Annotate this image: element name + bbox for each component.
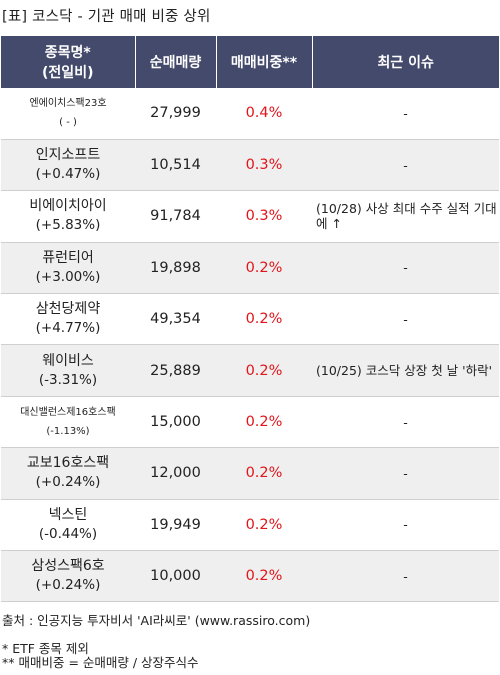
footnote-ratio: ** 매매비중 = 순매매량 / 상장주식수 [2,655,199,670]
stock-cell: 교보16호스팩 (+0.24%) [1,447,135,500]
net-volume: 27,999 [135,88,216,140]
stock-cell: 대신밸런스제16호스팩 (-1.13%) [1,396,135,449]
stock-name: 웨이비스 [42,352,94,369]
table-row: 엔에이치스팩23호 ( - ) 27,999 0.4% - [1,88,499,140]
recent-issue: - [312,139,499,192]
stock-name: 대신밸런스제16호스팩 [20,407,116,419]
stock-change: (+0.24%) [35,577,101,594]
table-row: 대신밸런스제16호스팩 (-1.13%) 15,000 0.2% - [1,396,499,449]
stock-change: (+3.00%) [35,268,101,285]
trade-ratio: 0.2% [216,499,312,552]
net-volume: 19,898 [135,242,216,295]
stock-cell: 웨이비스 (-3.31%) [1,344,135,397]
stock-name: 넥스틴 [48,506,88,523]
net-volume: 10,514 [135,139,216,192]
table-title: [표] 코스닥 - 기관 매매 비중 상위 [2,9,211,25]
table-header-row: 종목명* (전일비) 순매매량 매매비중** 최근 이슈 [1,36,499,88]
header-stock-name-line1: 종목명* [44,45,91,61]
stock-name: 퓨런티어 [42,249,94,266]
stock-cell: 비에이치아이 (+5.83%) [1,190,135,243]
net-volume: 12,000 [135,447,216,500]
header-stock-name: 종목명* (전일비) [1,36,136,88]
recent-issue: - [312,242,499,295]
table-row: 퓨런티어 (+3.00%) 19,898 0.2% - [1,242,499,295]
table-row: 인지소프트 (+0.47%) 10,514 0.3% - [1,139,499,192]
stock-change: (+0.47%) [35,166,101,183]
table-row: 삼천당제약 (+4.77%) 49,354 0.2% - [1,293,499,346]
stock-cell: 엔에이치스팩23호 ( - ) [1,88,135,140]
recent-issue: (10/28) 사상 최대 수주 실적 기대에 ↑ [312,190,499,243]
table-row: 비에이치아이 (+5.83%) 91,784 0.3% (10/28) 사상 최대 수주… [1,190,499,243]
net-volume: 91,784 [135,190,216,243]
header-recent-issue: 최근 이슈 [312,36,499,88]
ranking-table: 종목명* (전일비) 순매매량 매매비중** 최근 이슈 엔에이치스팩23호 ( … [1,36,499,603]
stock-name: 엔에이치스팩23호 [29,98,107,110]
stock-cell: 삼성스팩6호 (+0.24%) [1,550,135,603]
recent-issue: - [312,396,499,449]
trade-ratio: 0.2% [216,344,312,397]
header-stock-name-line2: (전일비) [42,65,94,81]
trade-ratio: 0.2% [216,293,312,346]
net-volume: 19,949 [135,499,216,552]
trade-ratio: 0.3% [216,139,312,192]
table-row: 웨이비스 (-3.31%) 25,889 0.2% (10/25) 코스닥 상장 첫 날… [1,344,499,397]
header-net-volume: 순매매량 [135,36,217,88]
footnote-etf: * ETF 종목 제외 [2,641,89,656]
recent-issue: - [312,499,499,552]
net-volume: 15,000 [135,396,216,449]
trade-ratio: 0.2% [216,396,312,449]
net-volume: 49,354 [135,293,216,346]
table-row: 삼성스팩6호 (+0.24%) 10,000 0.2% - [1,550,499,603]
stock-cell: 인지소프트 (+0.47%) [1,139,135,192]
stock-name: 비에이치아이 [29,198,107,215]
trade-ratio: 0.2% [216,242,312,295]
source-note: 출처 : 인공지능 투자비서 'AI라씨로' (www.rassiro.com) [2,613,311,628]
stock-cell: 퓨런티어 (+3.00%) [1,242,135,295]
recent-issue: - [312,550,499,603]
stock-change: (+5.83%) [35,217,101,234]
trade-ratio: 0.3% [216,190,312,243]
net-volume: 25,889 [135,344,216,397]
stock-change: (-3.31%) [38,371,98,388]
stock-change: (-0.44%) [38,525,98,542]
stock-change: (-1.13%) [46,426,90,438]
trade-ratio: 0.2% [216,447,312,500]
recent-issue: - [312,293,499,346]
recent-issue: (10/25) 코스닥 상장 첫 날 '하락' [312,344,499,397]
stock-name: 교보16호스팩 [26,455,110,472]
header-trade-ratio: 매매비중** [216,36,313,88]
table-row: 넥스틴 (-0.44%) 19,949 0.2% - [1,499,499,552]
stock-change: ( - ) [59,117,77,129]
table-row: 교보16호스팩 (+0.24%) 12,000 0.2% - [1,447,499,500]
trade-ratio: 0.4% [216,88,312,140]
stock-change: (+4.77%) [35,320,101,337]
stock-name: 인지소프트 [35,147,101,164]
stock-change: (+0.24%) [35,474,101,491]
stock-cell: 삼천당제약 (+4.77%) [1,293,135,346]
stock-name: 삼천당제약 [35,301,101,318]
stock-cell: 넥스틴 (-0.44%) [1,499,135,552]
trade-ratio: 0.2% [216,550,312,603]
net-volume: 10,000 [135,550,216,603]
recent-issue: - [312,88,499,140]
stock-name: 삼성스팩6호 [31,558,105,575]
recent-issue: - [312,447,499,500]
